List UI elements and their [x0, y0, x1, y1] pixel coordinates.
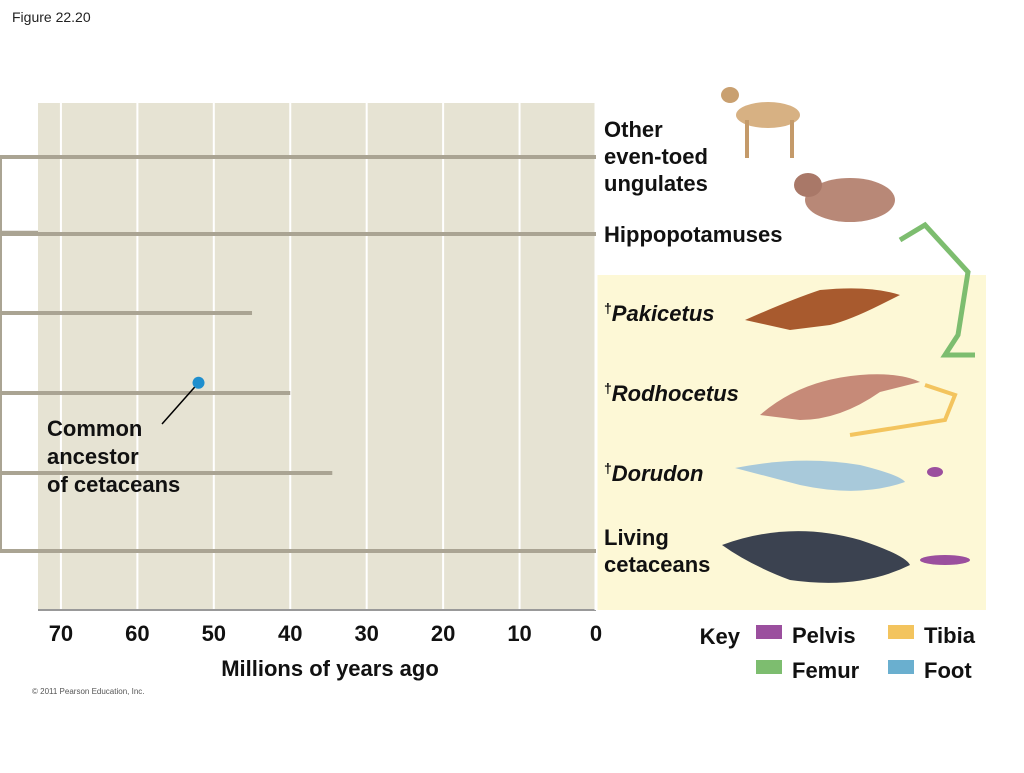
extinct-dagger: †: [604, 300, 612, 316]
taxon-name: Pakicetus: [612, 301, 715, 326]
common-ancestor-node: [192, 376, 205, 389]
key-title: Key: [700, 624, 741, 649]
annotation-label: of cetaceans: [47, 472, 180, 497]
x-tick-label: 30: [354, 621, 378, 646]
key-label: Pelvis: [792, 623, 856, 648]
taxon-label: cetaceans: [604, 552, 710, 577]
taxon-label: even-toed: [604, 144, 708, 169]
key-swatch: [888, 660, 914, 674]
key-swatch: [888, 625, 914, 639]
taxon-name: Dorudon: [612, 461, 704, 486]
taxon-label: ungulates: [604, 171, 708, 196]
taxon-label: †Rodhocetus: [604, 380, 739, 406]
figure-label: Figure 22.20: [12, 9, 91, 25]
annotation-label: Common: [47, 416, 142, 441]
extinct-dagger: †: [604, 460, 612, 476]
taxon-label: †Pakicetus: [604, 300, 715, 326]
taxon-label: Living: [604, 525, 669, 550]
plot-area: [38, 103, 596, 610]
taxon-name: Rodhocetus: [612, 381, 739, 406]
axis-title: Millions of years ago: [221, 656, 439, 681]
illustrations: [721, 87, 975, 583]
x-tick-label: 20: [431, 621, 455, 646]
x-tick-label: 0: [590, 621, 602, 646]
taxon-label: Hippopotamuses: [604, 222, 782, 247]
key-label: Femur: [792, 658, 860, 683]
key-swatch: [756, 625, 782, 639]
copyright: © 2011 Pearson Education, Inc.: [32, 687, 144, 696]
extinct-dagger: †: [604, 380, 612, 396]
key-label: Foot: [924, 658, 972, 683]
x-tick-label: 40: [278, 621, 302, 646]
x-tick-label: 10: [507, 621, 531, 646]
x-tick-label: 60: [125, 621, 149, 646]
taxon-label: Other: [604, 117, 663, 142]
annotation-label: ancestor: [47, 444, 139, 469]
key-label: Tibia: [924, 623, 976, 648]
x-tick-label: 50: [202, 621, 226, 646]
taxon-label: †Dorudon: [604, 460, 703, 486]
x-tick-label: 70: [49, 621, 73, 646]
annotation-pointer: [161, 382, 200, 425]
key-swatch: [756, 660, 782, 674]
